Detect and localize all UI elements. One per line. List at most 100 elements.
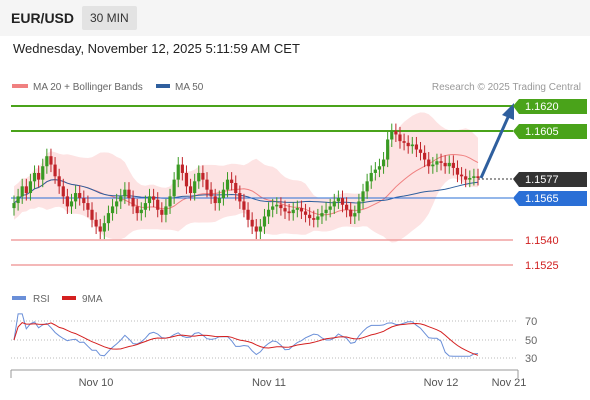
candle-body: [28, 181, 33, 194]
rsi-tick-70: 70: [525, 316, 537, 328]
x-tick-label: Nov 12: [424, 377, 459, 389]
level-tag-text: 1.1565: [525, 193, 559, 205]
candle-body: [262, 216, 267, 227]
copyright-text: Research © 2025 Trading Central: [432, 82, 581, 93]
ma20-legend-label: MA 20 + Bollinger Bands: [33, 82, 143, 93]
candle-body: [316, 216, 320, 220]
candle-body: [447, 162, 451, 167]
candle-body: [143, 203, 147, 210]
candle-body: [37, 172, 41, 180]
x-tick-label: Nov 11: [252, 377, 286, 389]
candle-body: [345, 204, 349, 210]
candle-body: [32, 172, 37, 182]
candle-body: [135, 206, 139, 214]
candle-body: [390, 131, 394, 140]
candle-body: [197, 172, 201, 182]
candle-body: [431, 164, 435, 167]
candle-body: [287, 211, 291, 214]
level-tag-1620: 1.1620: [513, 99, 587, 114]
candle-body: [65, 196, 69, 207]
rsi-legend-label: RSI: [33, 294, 50, 305]
candle-body: [90, 209, 94, 220]
candle-body: [115, 201, 119, 207]
candle-body: [193, 181, 197, 194]
candle-body: [49, 156, 53, 165]
candle-body: [402, 141, 406, 143]
candle-body: [20, 186, 24, 197]
level-tag-1565: 1.1565: [513, 191, 587, 206]
candle-body: [336, 198, 340, 202]
candle-body: [386, 139, 390, 160]
candle-body: [361, 191, 365, 202]
candle-body: [12, 203, 16, 209]
candle-body: [131, 198, 135, 207]
rsi-lines: [13, 313, 479, 357]
candle-body: [213, 196, 217, 204]
ma9-legend-swatch: [62, 296, 76, 300]
candle-body: [266, 209, 271, 217]
candle-body: [156, 199, 160, 210]
candle-body: [246, 209, 250, 220]
level-tag-1577: 1.1577: [513, 172, 587, 187]
symbol-title: EUR/USD: [11, 10, 75, 26]
candle-body: [258, 226, 262, 232]
x-tick-label: Nov 10: [79, 377, 114, 389]
candle-body: [464, 176, 468, 180]
candle-body: [238, 193, 242, 202]
candle-body: [435, 161, 439, 165]
candle-body: [147, 196, 152, 204]
candle-body: [299, 208, 304, 212]
candle-body: [410, 144, 414, 147]
candle-body: [459, 174, 464, 177]
candle-body: [423, 152, 427, 160]
level-tag-1605: 1.1605: [513, 124, 587, 139]
candle-body: [332, 201, 336, 207]
candle-body: [283, 208, 287, 212]
candle-body: [381, 159, 386, 167]
ma20-legend-swatch: [12, 84, 28, 88]
candle-body: [164, 206, 168, 215]
candle-body: [78, 193, 82, 199]
level-tag-text: 1.1577: [525, 174, 559, 186]
timeframe-badge[interactable]: 30 MIN: [82, 6, 137, 30]
candlesticks: [12, 123, 480, 240]
candle-body: [73, 193, 78, 202]
candle-body: [16, 196, 20, 204]
candle-body: [303, 211, 308, 215]
candle-body: [275, 204, 279, 207]
level-label-1525: 1.1525: [525, 260, 559, 272]
candle-body: [201, 172, 205, 180]
candle-body: [349, 209, 353, 217]
candle-body: [172, 179, 176, 197]
candle-body: [98, 226, 102, 232]
candle-body: [57, 176, 61, 187]
candle-body: [53, 164, 57, 177]
candle-body: [340, 198, 345, 205]
candle-body: [472, 176, 476, 178]
candle-body: [279, 204, 283, 209]
candle-body: [188, 186, 193, 194]
level-label-1540: 1.1540: [525, 235, 559, 247]
candle-body: [468, 177, 472, 180]
candle-body: [250, 219, 254, 227]
ma50-legend-swatch: [156, 84, 170, 88]
level-tag-bg: [513, 99, 587, 114]
candle-body: [357, 201, 361, 214]
candle-body: [271, 206, 275, 210]
candle-body: [86, 203, 90, 210]
candle-body: [176, 164, 180, 180]
candle-body: [455, 167, 460, 175]
candle-body: [69, 201, 74, 207]
candle-body: [61, 186, 65, 197]
candle-body: [106, 213, 111, 224]
chart-datetime: Wednesday, November 12, 2025 5:11:59 AM …: [13, 41, 300, 56]
candle-body: [312, 218, 316, 220]
candle-body: [398, 134, 402, 142]
candle-body: [234, 182, 238, 194]
candle-body: [180, 164, 184, 173]
candle-body: [476, 176, 480, 178]
candle-body: [242, 201, 246, 210]
rsi-tick-30: 30: [525, 353, 537, 365]
moving-averages: [13, 153, 479, 216]
level-tag-bg: [513, 191, 587, 206]
